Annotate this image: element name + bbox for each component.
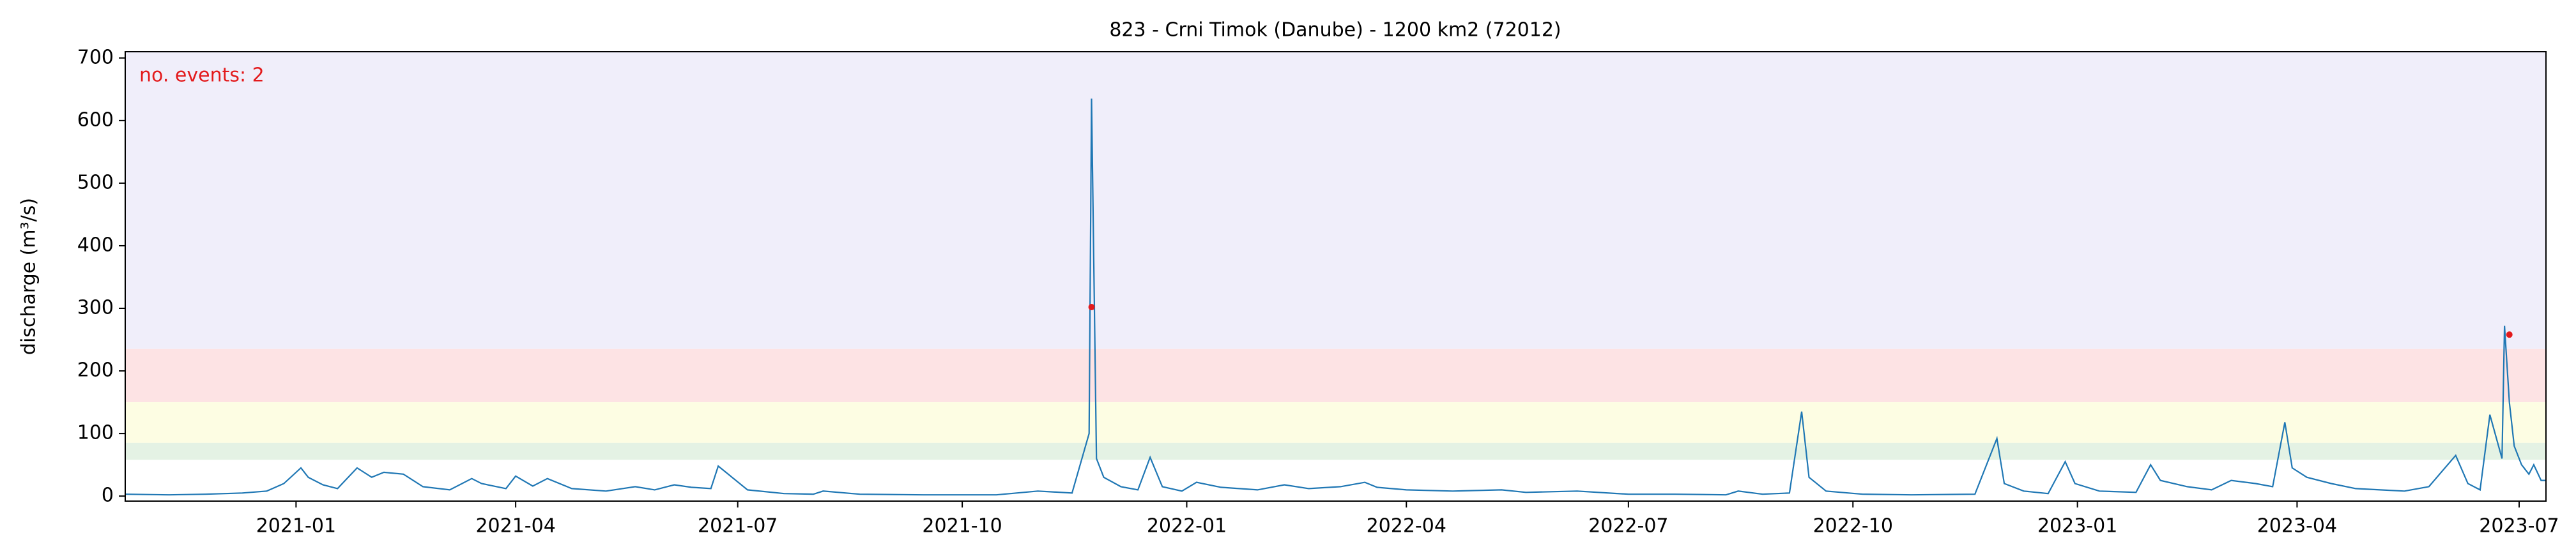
y-tick-label: 500 [77, 171, 114, 193]
x-tick-label: 2023-01 [2037, 515, 2117, 537]
y-tick-label: 700 [77, 46, 114, 68]
plot-frame [125, 51, 2547, 502]
x-tick-label: 2022-04 [1367, 515, 1446, 537]
x-tick-label: 2021-04 [475, 515, 555, 537]
x-tick-label: 2021-10 [922, 515, 1002, 537]
threshold-band [125, 349, 2546, 403]
x-tick-label: 2022-10 [1813, 515, 1893, 537]
y-tick-label: 200 [77, 359, 114, 382]
x-tick-label: 2021-07 [698, 515, 778, 537]
events-annotation: no. events: 2 [139, 64, 264, 87]
chart-title: 823 - Crni Timok (Danube) - 1200 km2 (72… [1109, 19, 1561, 41]
y-tick-label: 0 [102, 485, 114, 507]
event-point [1088, 304, 1095, 311]
threshold-band [125, 442, 2546, 460]
event-point [2506, 331, 2513, 338]
threshold-band [125, 52, 2546, 349]
x-tick-label: 2023-07 [2479, 515, 2559, 537]
y-tick-label: 100 [77, 422, 114, 444]
x-tick-label: 2022-07 [1588, 515, 1668, 537]
y-tick-label: 600 [77, 109, 114, 131]
x-tick-label: 2023-04 [2257, 515, 2337, 537]
y-axis-label: discharge (m³/s) [18, 198, 40, 355]
x-tick-label: 2022-01 [1147, 515, 1227, 537]
discharge-line [125, 98, 2546, 496]
threshold-band [125, 402, 2546, 443]
y-tick-label: 400 [77, 234, 114, 256]
y-tick-label: 300 [77, 297, 114, 319]
x-tick-label: 2021-01 [256, 515, 336, 537]
